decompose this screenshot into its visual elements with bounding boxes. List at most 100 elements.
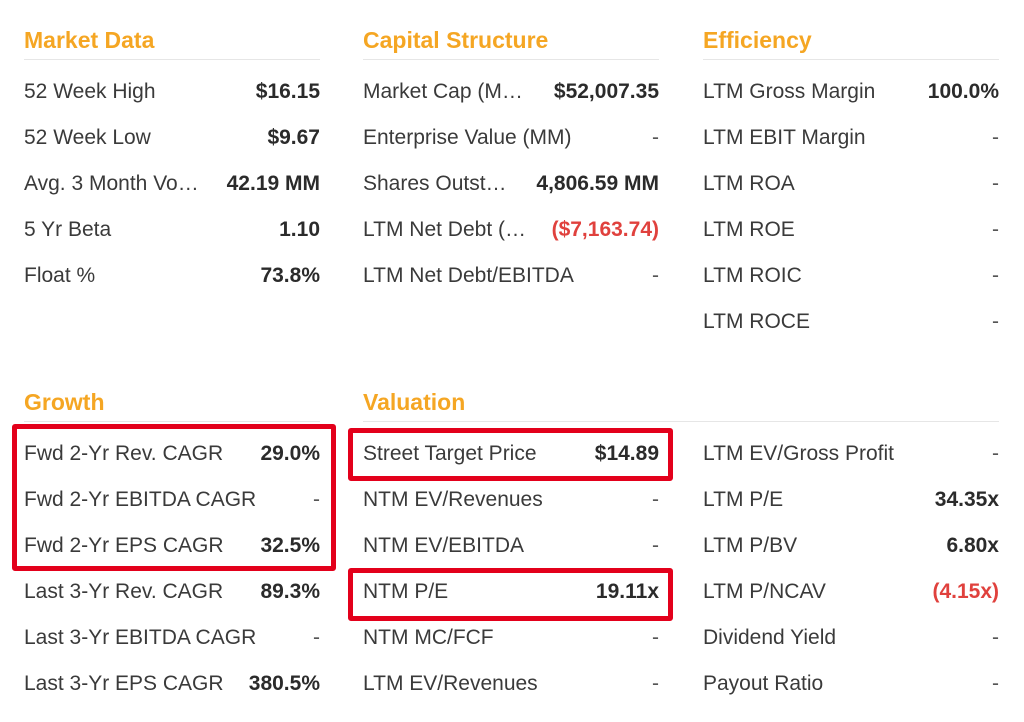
metric-value: - [652, 264, 659, 287]
efficiency-row: LTM Gross Margin 100.0% [703, 69, 999, 115]
growth-section: Growth Fwd 2-Yr Rev. CAGR 29.0% Fwd 2-Yr… [24, 386, 320, 716]
metric-value: - [652, 672, 659, 695]
metric-label: Street Target Price [363, 442, 537, 465]
valuation-row: Payout Ratio - [703, 661, 999, 707]
valuation-left-column: Street Target Price $14.89 NTM EV/Revenu… [363, 386, 659, 716]
valuation-row: LTM EV/Gross Profit - [703, 431, 999, 477]
capital-structure-row: Shares Outst… 4,806.59 MM [363, 161, 659, 207]
metric-label: 5 Yr Beta [24, 218, 112, 241]
metric-value: - [652, 626, 659, 649]
market-data-row: Float % 73.8% [24, 253, 320, 299]
metric-label: LTM Net Debt (… [363, 218, 526, 241]
metric-label: NTM EV/Revenues [363, 488, 543, 511]
metric-label: LTM EBIT Margin [703, 126, 866, 149]
metric-label: Dividend Yield [703, 626, 837, 649]
valuation-title: Valuation [363, 386, 999, 422]
valuation-row: LTM EV/Revenues - [363, 661, 659, 707]
valuation-row: Dividend Yield - [703, 615, 999, 661]
metric-value: - [992, 626, 999, 649]
growth-row: Last 3-Yr EBITDA CAGR - [24, 615, 320, 661]
efficiency-title: Efficiency [703, 24, 999, 60]
metric-label: LTM P/BV [703, 534, 798, 557]
metric-label: NTM P/E [363, 580, 449, 603]
metric-value: - [992, 264, 999, 287]
metric-value: 32.5% [260, 534, 320, 557]
efficiency-row: LTM ROIC - [703, 253, 999, 299]
metric-label: LTM EV/Revenues [363, 672, 538, 695]
metric-label: NTM MC/FCF [363, 626, 494, 649]
metric-label: NTM EV/EBITDA [363, 534, 525, 557]
metric-value: ($7,163.74) [551, 218, 659, 241]
valuation-row: LTM P/E 34.35x [703, 477, 999, 523]
metric-label: Last 3-Yr EPS CAGR [24, 672, 224, 695]
metric-value: - [652, 488, 659, 511]
metric-label: Fwd 2-Yr EPS CAGR [24, 534, 224, 557]
market-data-section: Market Data 52 Week High $16.15 52 Week … [24, 24, 320, 304]
growth-row: Last 3-Yr Rev. CAGR 89.3% [24, 569, 320, 615]
metric-value: - [992, 310, 999, 333]
metric-value: 380.5% [248, 672, 320, 695]
valuation-row: Street Target Price $14.89 [363, 431, 659, 477]
metric-value: - [652, 534, 659, 557]
metric-value: 1.10 [279, 218, 320, 241]
metric-label: Fwd 2-Yr Rev. CAGR [24, 442, 224, 465]
metric-value: 19.11x [595, 580, 659, 603]
capital-structure-section: Capital Structure Market Cap (M… $52,007… [363, 24, 659, 304]
metric-value: - [992, 218, 999, 241]
metric-label: Market Cap (M… [363, 80, 523, 103]
metric-value: 73.8% [260, 264, 320, 287]
valuation-right-column: LTM EV/Gross Profit - LTM P/E 34.35x LTM… [703, 386, 999, 716]
metric-value: 6.80x [946, 534, 999, 557]
metric-value: - [992, 442, 999, 465]
market-data-row: Avg. 3 Month Vo… 42.19 MM [24, 161, 320, 207]
metric-label: 52 Week Low [24, 126, 151, 149]
metric-value: $52,007.35 [553, 80, 659, 103]
metric-value: 34.35x [934, 488, 999, 511]
metric-label: LTM ROA [703, 172, 795, 195]
metric-label: Shares Outst… [363, 172, 507, 195]
metric-label: Enterprise Value (MM) [363, 126, 572, 149]
valuation-row: NTM MC/FCF - [363, 615, 659, 661]
market-data-row: 5 Yr Beta 1.10 [24, 207, 320, 253]
efficiency-section: Efficiency LTM Gross Margin 100.0% LTM E… [703, 24, 999, 344]
efficiency-row: LTM EBIT Margin - [703, 115, 999, 161]
growth-row: Fwd 2-Yr EBITDA CAGR - [24, 477, 320, 523]
metric-value: (4.15x) [932, 580, 999, 603]
metric-label: Payout Ratio [703, 672, 824, 695]
metric-value: - [992, 126, 999, 149]
market-data-row: 52 Week High $16.15 [24, 69, 320, 115]
capital-structure-row: LTM Net Debt (… ($7,163.74) [363, 207, 659, 253]
efficiency-row: LTM ROCE - [703, 299, 999, 345]
metric-value: - [992, 172, 999, 195]
efficiency-row: LTM ROA - [703, 161, 999, 207]
metric-label: LTM Gross Margin [703, 80, 876, 103]
efficiency-row: LTM ROE - [703, 207, 999, 253]
valuation-row: LTM P/NCAV (4.15x) [703, 569, 999, 615]
growth-title: Growth [24, 386, 320, 422]
valuation-row: NTM P/E 19.11x [363, 569, 659, 615]
metric-label: 52 Week High [24, 80, 156, 103]
metric-label: LTM P/NCAV [703, 580, 826, 603]
metric-label: LTM ROIC [703, 264, 802, 287]
metric-label: LTM ROCE [703, 310, 810, 333]
metric-value: 100.0% [927, 80, 999, 103]
growth-row: Fwd 2-Yr EPS CAGR 32.5% [24, 523, 320, 569]
metric-label: LTM Net Debt/EBITDA [363, 264, 574, 287]
metric-label: Avg. 3 Month Vo… [24, 172, 199, 195]
growth-row: Last 3-Yr EPS CAGR 380.5% [24, 661, 320, 707]
metric-value: 42.19 MM [226, 172, 320, 195]
metric-label: LTM P/E [703, 488, 784, 511]
capital-structure-title: Capital Structure [363, 24, 659, 60]
valuation-section: Valuation [363, 386, 999, 716]
valuation-row: NTM EV/EBITDA - [363, 523, 659, 569]
metric-value: $14.89 [594, 442, 659, 465]
metric-value: - [313, 626, 320, 649]
metric-label: Last 3-Yr Rev. CAGR [24, 580, 224, 603]
metric-value: $9.67 [267, 126, 320, 149]
market-data-title: Market Data [24, 24, 320, 60]
metric-value: $16.15 [255, 80, 320, 103]
metric-value: 4,806.59 MM [536, 172, 659, 195]
metric-value: 29.0% [260, 442, 320, 465]
growth-row: Fwd 2-Yr Rev. CAGR 29.0% [24, 431, 320, 477]
metric-label: Float % [24, 264, 96, 287]
